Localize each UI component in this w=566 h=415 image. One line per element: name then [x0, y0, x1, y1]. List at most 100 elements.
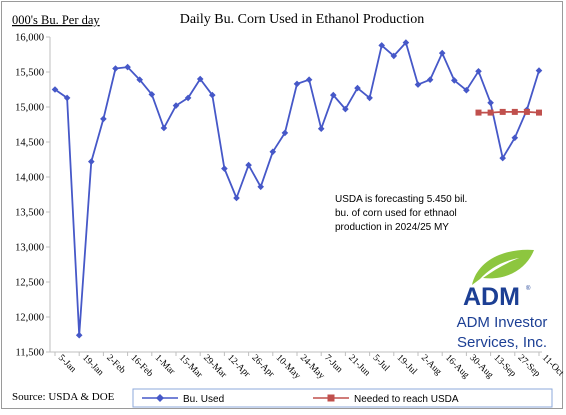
chart-title: Daily Bu. Corn Used in Ethanol Productio… [180, 12, 425, 27]
data-point-bu-used [475, 68, 482, 75]
y-tick-label: 11,500 [16, 348, 45, 359]
data-point-bu-used [366, 94, 373, 102]
data-point-bu-used [463, 86, 470, 94]
data-point-needed [523, 108, 530, 115]
y-tick-label: 15,000 [15, 103, 44, 114]
annotation-line-1: USDA is forecasting 5.450 bil. [335, 194, 467, 205]
data-point-bu-used [451, 77, 458, 84]
data-point-bu-used [511, 134, 519, 142]
data-point-bu-used [281, 129, 289, 137]
x-tick-label: 24-May [298, 353, 327, 382]
data-point-bu-used [75, 331, 83, 339]
x-tick-label: 2-Feb [104, 353, 127, 376]
data-point-bu-used [269, 148, 277, 156]
data-point-bu-used [342, 105, 349, 113]
data-point-bu-used [124, 63, 131, 71]
logo-registered: ® [526, 285, 531, 292]
series-line-needed [478, 111, 540, 114]
x-tick-label: 5-Jan [56, 353, 78, 375]
x-tick-label: 29-Mar [201, 353, 229, 381]
data-point-bu-used [112, 65, 119, 72]
x-tick-label: 2-Aug [419, 353, 443, 377]
y-tick-label: 14,500 [15, 138, 44, 149]
x-tick-label: 30-Aug [467, 353, 495, 381]
annotation: USDA is forecasting 5.450 bil. bu. of co… [335, 194, 467, 233]
y-axis: 11,500 12,000 12,500 13,000 13,500 14,000 14,5… [15, 33, 50, 359]
x-tick-label: 26-Apr [249, 353, 276, 380]
x-tick-label: 16-Feb [128, 353, 154, 379]
data-point-bu-used [402, 39, 410, 46]
data-point-bu-used [88, 158, 95, 165]
adm-logo: ADM ® ADM Investor Services, Inc. [457, 249, 548, 351]
legend-label-needed: Needed to reach USDA [354, 394, 459, 405]
legend-marker-bu-used [156, 394, 164, 402]
data-point-bu-used [305, 76, 313, 83]
x-tick-label: 16-Aug [443, 353, 471, 381]
x-tick-label: 1-Mar [153, 353, 177, 377]
source-note: Source: USDA & DOE [12, 391, 115, 403]
data-point-bu-used [136, 76, 143, 83]
data-point-bu-used [245, 161, 252, 169]
logo-brand: ADM [463, 283, 520, 311]
data-point-bu-used [499, 154, 506, 162]
data-point-needed [499, 108, 506, 115]
data-point-bu-used [257, 183, 264, 191]
y-axis-label: 000's Bu. Per day [12, 13, 100, 27]
data-point-needed [511, 108, 518, 115]
data-point-bu-used [100, 115, 107, 123]
x-tick-label: 13-Sep [491, 353, 517, 379]
data-point-bu-used [293, 80, 301, 88]
ethanol-corn-chart: 11,500 12,000 12,500 13,000 13,500 14,000 14,5… [12, 12, 566, 408]
data-point-bu-used [196, 75, 204, 83]
data-point-needed [475, 109, 482, 116]
data-point-bu-used [317, 125, 325, 132]
x-tick-label: 7-Jun [322, 353, 344, 375]
x-tick-label: 15-Mar [177, 353, 205, 381]
y-tick-label: 15,500 [15, 68, 44, 79]
y-tick-label: 13,000 [15, 243, 44, 254]
legend: Bu. Used Needed to reach USDA [132, 388, 553, 408]
data-point-bu-used [221, 165, 228, 172]
y-tick-label: 14,000 [15, 173, 44, 184]
data-point-bu-used [390, 52, 398, 60]
x-tick-label: 12-Apr [225, 353, 252, 380]
annotation-line-3: production in 2024/25 MY [335, 222, 449, 233]
data-point-bu-used [209, 91, 216, 99]
annotation-line-2: bu. of corn used for ethnaol [335, 208, 457, 219]
data-point-bu-used [354, 84, 361, 92]
data-point-needed [536, 109, 542, 116]
x-tick-label: 11-Oct [540, 353, 564, 379]
data-point-bu-used [172, 102, 180, 109]
y-tick-label: 16,000 [15, 33, 44, 44]
data-point-bu-used [535, 67, 543, 74]
x-tick-label: 5-Jul [370, 353, 391, 374]
y-tick-label: 13,500 [15, 208, 44, 219]
legend-marker-needed [327, 394, 335, 402]
data-point-bu-used [426, 76, 434, 83]
data-point-bu-used [414, 81, 422, 88]
data-point-bu-used [378, 42, 385, 49]
legend-label-bu-used: Bu. Used [183, 394, 224, 405]
x-tick-label: 27-Sep [516, 353, 542, 379]
y-tick-label: 12,500 [15, 278, 44, 289]
logo-line-2: Services, Inc. [457, 334, 547, 351]
x-tick-label: 21-Jun [346, 353, 372, 379]
x-tick-label: 19-Jan [80, 353, 105, 378]
data-point-bu-used [330, 91, 337, 99]
data-point-bu-used [487, 99, 494, 107]
leaf-icon [472, 249, 534, 285]
x-tick-label: 10-May [274, 353, 303, 382]
plot-area [51, 39, 543, 339]
y-tick-label: 12,000 [15, 313, 44, 324]
data-point-needed [487, 109, 494, 116]
data-point-bu-used [51, 86, 59, 93]
x-tick-label: 19-Jul [395, 353, 419, 377]
data-point-bu-used [184, 94, 192, 102]
data-point-bu-used [438, 49, 446, 57]
data-point-bu-used [233, 194, 240, 202]
data-point-bu-used [148, 91, 156, 98]
data-point-bu-used [160, 124, 168, 132]
logo-line-1: ADM Investor [457, 314, 548, 331]
